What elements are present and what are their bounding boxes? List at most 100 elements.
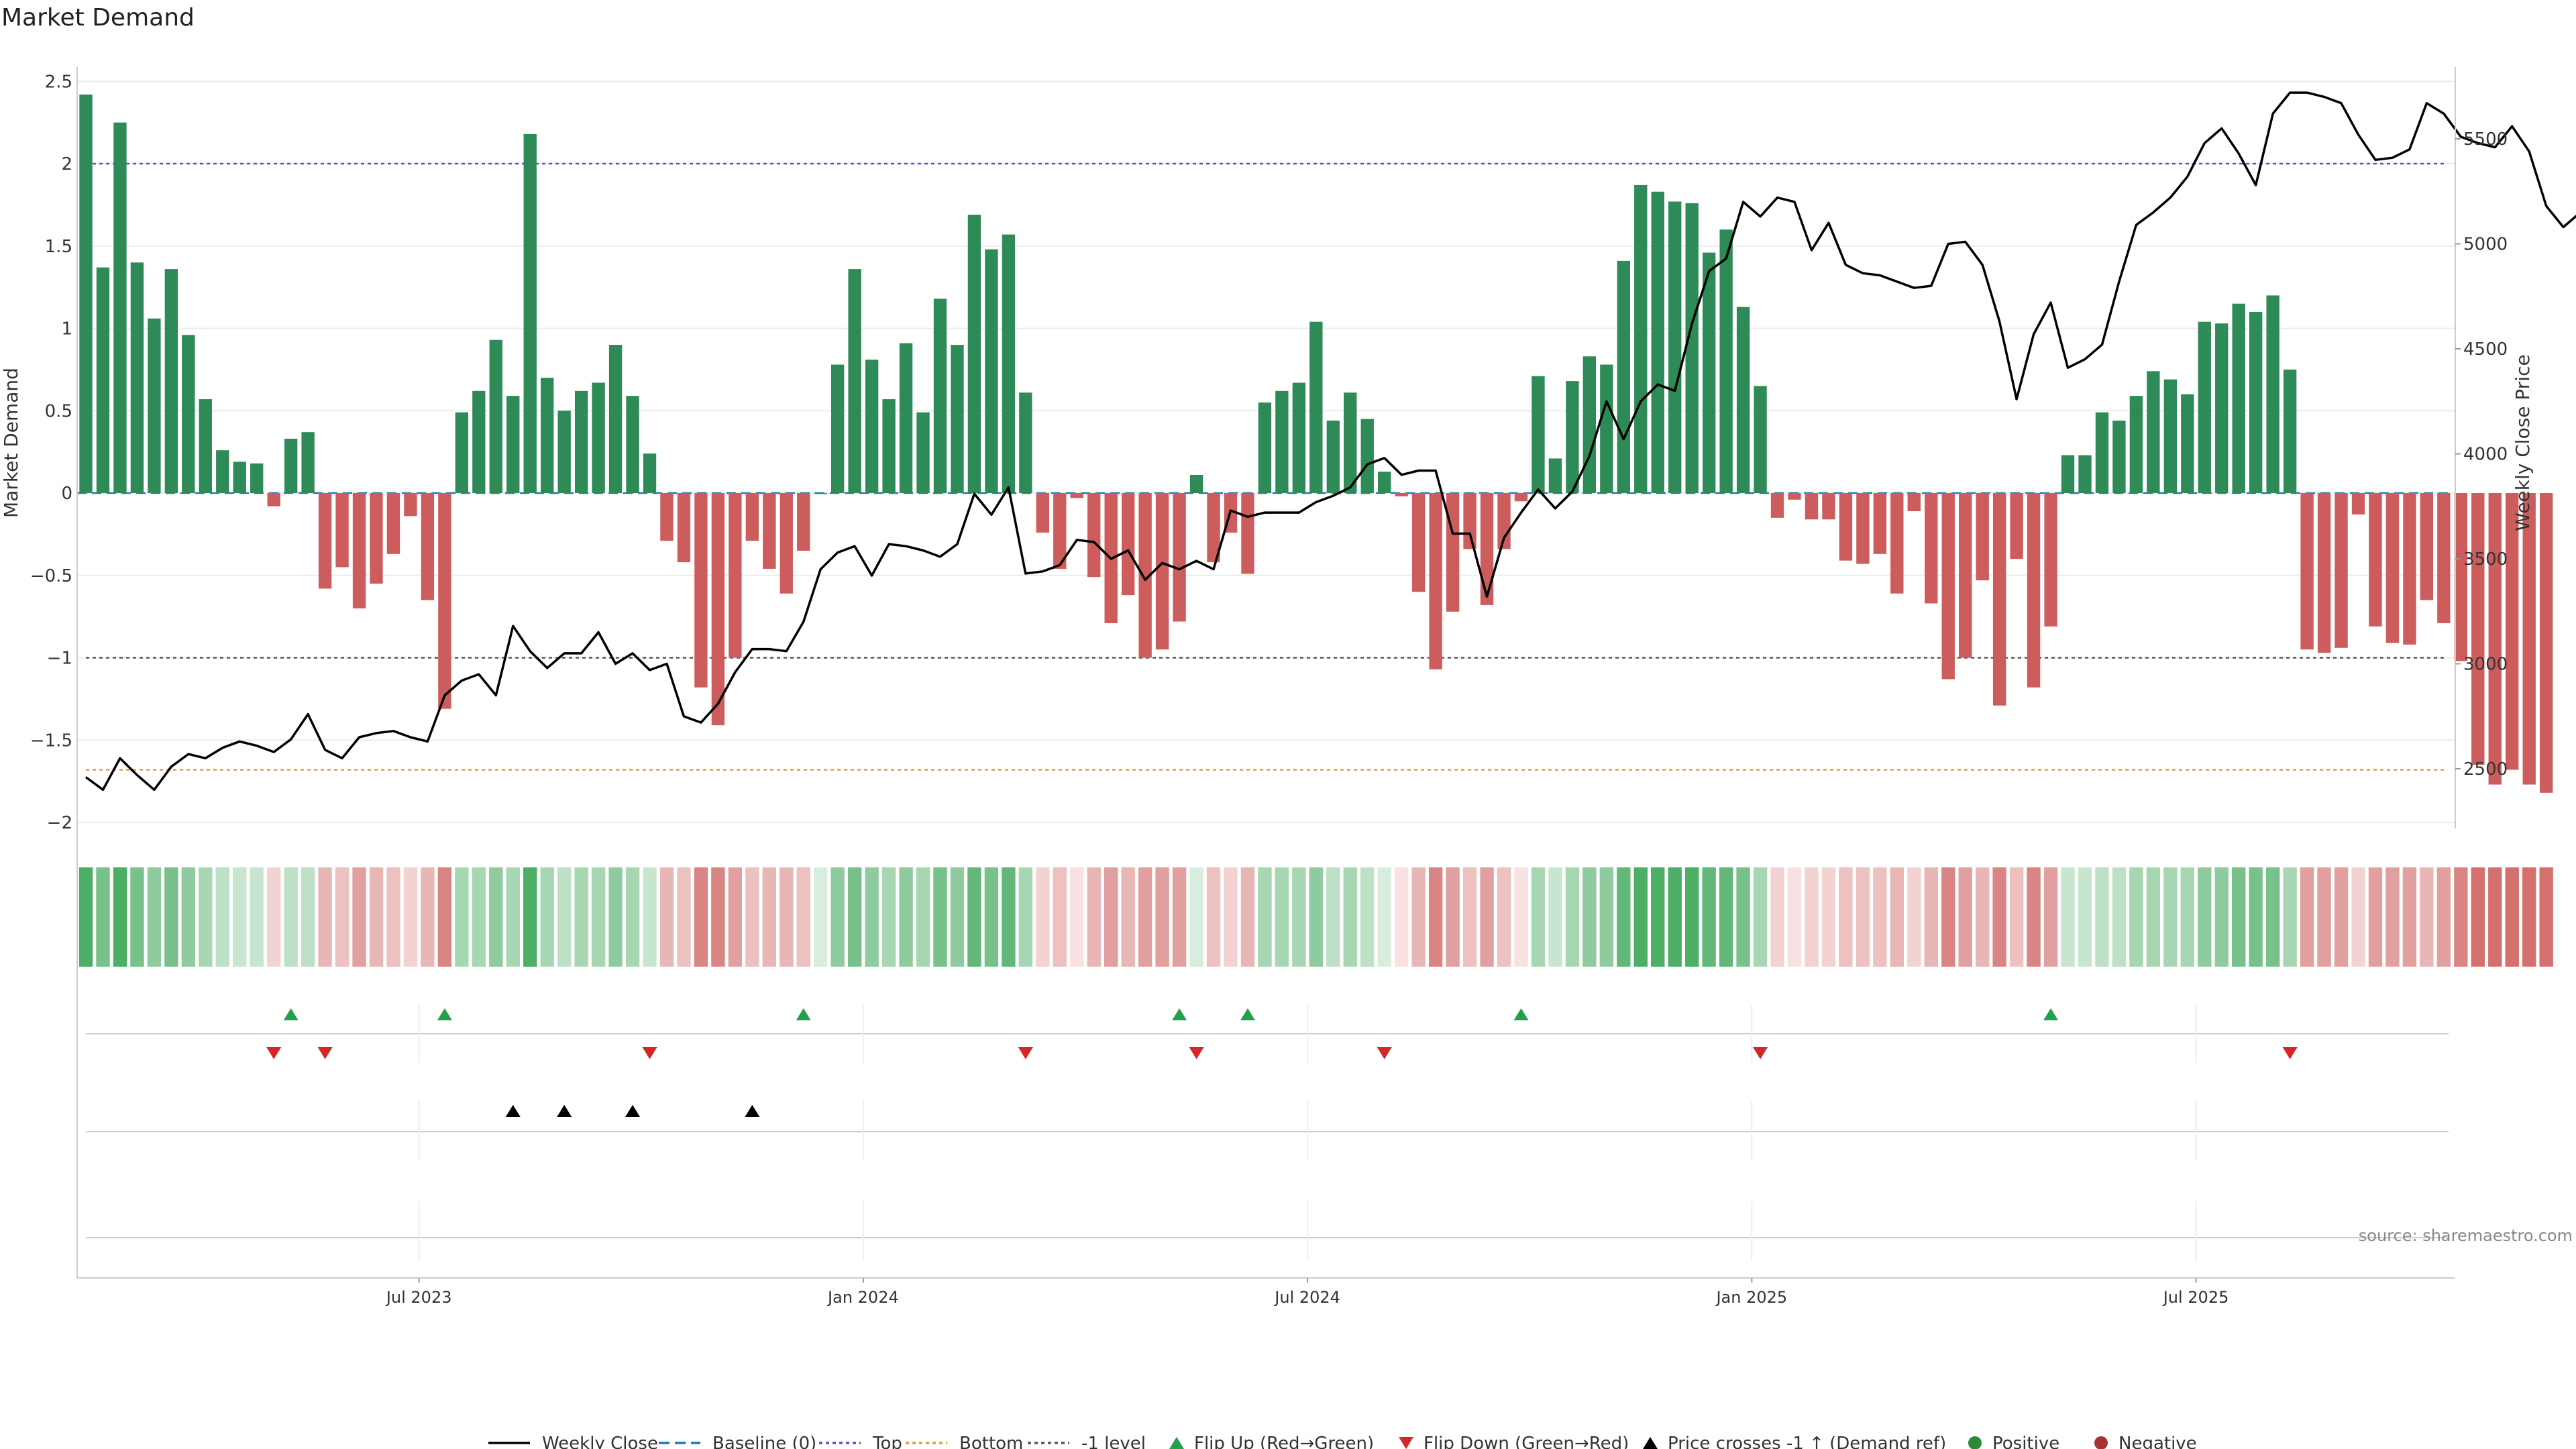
demand-bar bbox=[1002, 234, 1016, 493]
flip-down-marker bbox=[2282, 1047, 2298, 1059]
demand-bar bbox=[643, 453, 657, 493]
heat-cell bbox=[489, 867, 503, 967]
heat-cell bbox=[250, 867, 264, 967]
heat-cell bbox=[1428, 867, 1443, 967]
legend-label: Flip Up (Red→Green) bbox=[1194, 1434, 1374, 1449]
demand-bar bbox=[1360, 419, 1374, 493]
chart-title: Market Demand bbox=[1, 4, 195, 32]
demand-bar bbox=[438, 493, 451, 709]
demand-bar bbox=[1788, 493, 1801, 500]
demand-bar bbox=[1480, 493, 1494, 605]
heat-cell bbox=[1497, 867, 1511, 967]
heat-cell bbox=[2146, 867, 2161, 967]
heat-cell bbox=[335, 867, 350, 967]
demand-bar bbox=[557, 411, 571, 493]
heat-cell bbox=[1206, 867, 1221, 967]
heat-cell bbox=[711, 867, 725, 967]
heat-cell bbox=[215, 867, 229, 967]
heat-cell bbox=[814, 867, 828, 967]
demand-bar bbox=[1019, 392, 1032, 493]
demand-bar bbox=[2129, 396, 2143, 493]
demand-bar bbox=[1463, 493, 1477, 549]
heat-cell bbox=[506, 867, 520, 967]
demand-bar bbox=[284, 438, 298, 493]
heat-cell bbox=[762, 867, 776, 967]
heat-cell bbox=[2522, 867, 2536, 967]
heat-cell bbox=[1002, 867, 1016, 967]
heat-cell bbox=[2061, 867, 2075, 967]
left-tick-label: 2 bbox=[61, 154, 72, 174]
right-tick-label: 5000 bbox=[2463, 235, 2508, 255]
heat-cell bbox=[472, 867, 486, 967]
flip-down-marker bbox=[1377, 1047, 1392, 1059]
flip-up-marker bbox=[437, 1008, 452, 1020]
demand-bar bbox=[472, 390, 486, 493]
heat-cell bbox=[1360, 867, 1375, 967]
demand-bar bbox=[506, 396, 520, 493]
demand-bar bbox=[1548, 458, 1562, 493]
heat-cell bbox=[455, 867, 469, 967]
heat-cell bbox=[1292, 867, 1306, 967]
heat-cell bbox=[1189, 867, 1203, 967]
demand-bar bbox=[1736, 307, 1750, 493]
left-tick-label: −1.5 bbox=[30, 731, 72, 751]
legend-item: Positive bbox=[1968, 1434, 2059, 1449]
heat-cell bbox=[2471, 867, 2485, 967]
demand-bar bbox=[164, 269, 178, 493]
heat-cell bbox=[1138, 867, 1152, 967]
legend-item: Flip Down (Green→Red) bbox=[1399, 1434, 1629, 1449]
demand-bar bbox=[831, 364, 845, 493]
x-tick-label: Jan 2024 bbox=[826, 1288, 899, 1307]
demand-bar bbox=[1719, 229, 1733, 493]
weekly-close-line bbox=[85, 91, 2576, 792]
demand-bar bbox=[1634, 184, 1648, 493]
price-cross-marker bbox=[505, 1105, 521, 1117]
demand-bar bbox=[1275, 390, 1289, 493]
demand-bar bbox=[763, 493, 776, 569]
heat-cell bbox=[780, 867, 794, 967]
x-tick-label: Jul 2024 bbox=[1273, 1288, 1340, 1307]
heat-cell bbox=[1651, 867, 1665, 967]
demand-bar bbox=[352, 493, 366, 608]
heat-cell bbox=[147, 867, 162, 967]
demand-bar bbox=[523, 133, 537, 493]
demand-bar bbox=[250, 463, 264, 493]
demand-bar bbox=[1685, 203, 1699, 493]
heat-cell bbox=[1462, 867, 1477, 967]
heat-cell bbox=[2043, 867, 2058, 967]
heat-cell bbox=[2198, 867, 2212, 967]
heat-cell bbox=[728, 867, 743, 967]
heat-cell bbox=[523, 867, 537, 967]
heat-cell bbox=[1873, 867, 1887, 967]
heat-cell bbox=[233, 867, 247, 967]
demand-bar bbox=[1189, 474, 1203, 493]
legend-item: Weekly Close bbox=[488, 1434, 658, 1449]
demand-bar bbox=[865, 360, 879, 493]
heat-cell bbox=[1839, 867, 1853, 967]
heat-cell bbox=[2334, 867, 2349, 967]
demand-bar bbox=[113, 122, 127, 493]
demand-bar bbox=[1770, 493, 1784, 518]
heat-cell bbox=[2095, 867, 2109, 967]
demand-bar bbox=[2095, 412, 2109, 493]
demand-bar bbox=[848, 269, 861, 493]
heat-cell bbox=[1531, 867, 1546, 967]
demand-bar bbox=[1754, 386, 1767, 493]
heat-cell bbox=[865, 867, 879, 967]
demand-bar bbox=[2078, 455, 2092, 493]
demand-bar bbox=[814, 493, 827, 494]
demand-bar bbox=[2334, 493, 2348, 648]
left-axis: 2.5 2 1.5 1 0.5 0 −0.5 −1 −1.5 −2 bbox=[30, 67, 78, 1278]
demand-bar bbox=[1839, 493, 1853, 561]
legend-label: Bottom bbox=[959, 1434, 1023, 1449]
demand-bar bbox=[1959, 493, 1972, 658]
heat-cell bbox=[1514, 867, 1528, 967]
heat-cell bbox=[2436, 867, 2451, 967]
heat-cell bbox=[847, 867, 862, 967]
legend: Weekly Close Baseline (0) Top Bottom -1 leve… bbox=[488, 1434, 2197, 1449]
demand-bar bbox=[1411, 493, 1426, 592]
heat-cell bbox=[2249, 867, 2263, 967]
demand-bar bbox=[916, 412, 930, 493]
demand-bar bbox=[1309, 321, 1323, 493]
